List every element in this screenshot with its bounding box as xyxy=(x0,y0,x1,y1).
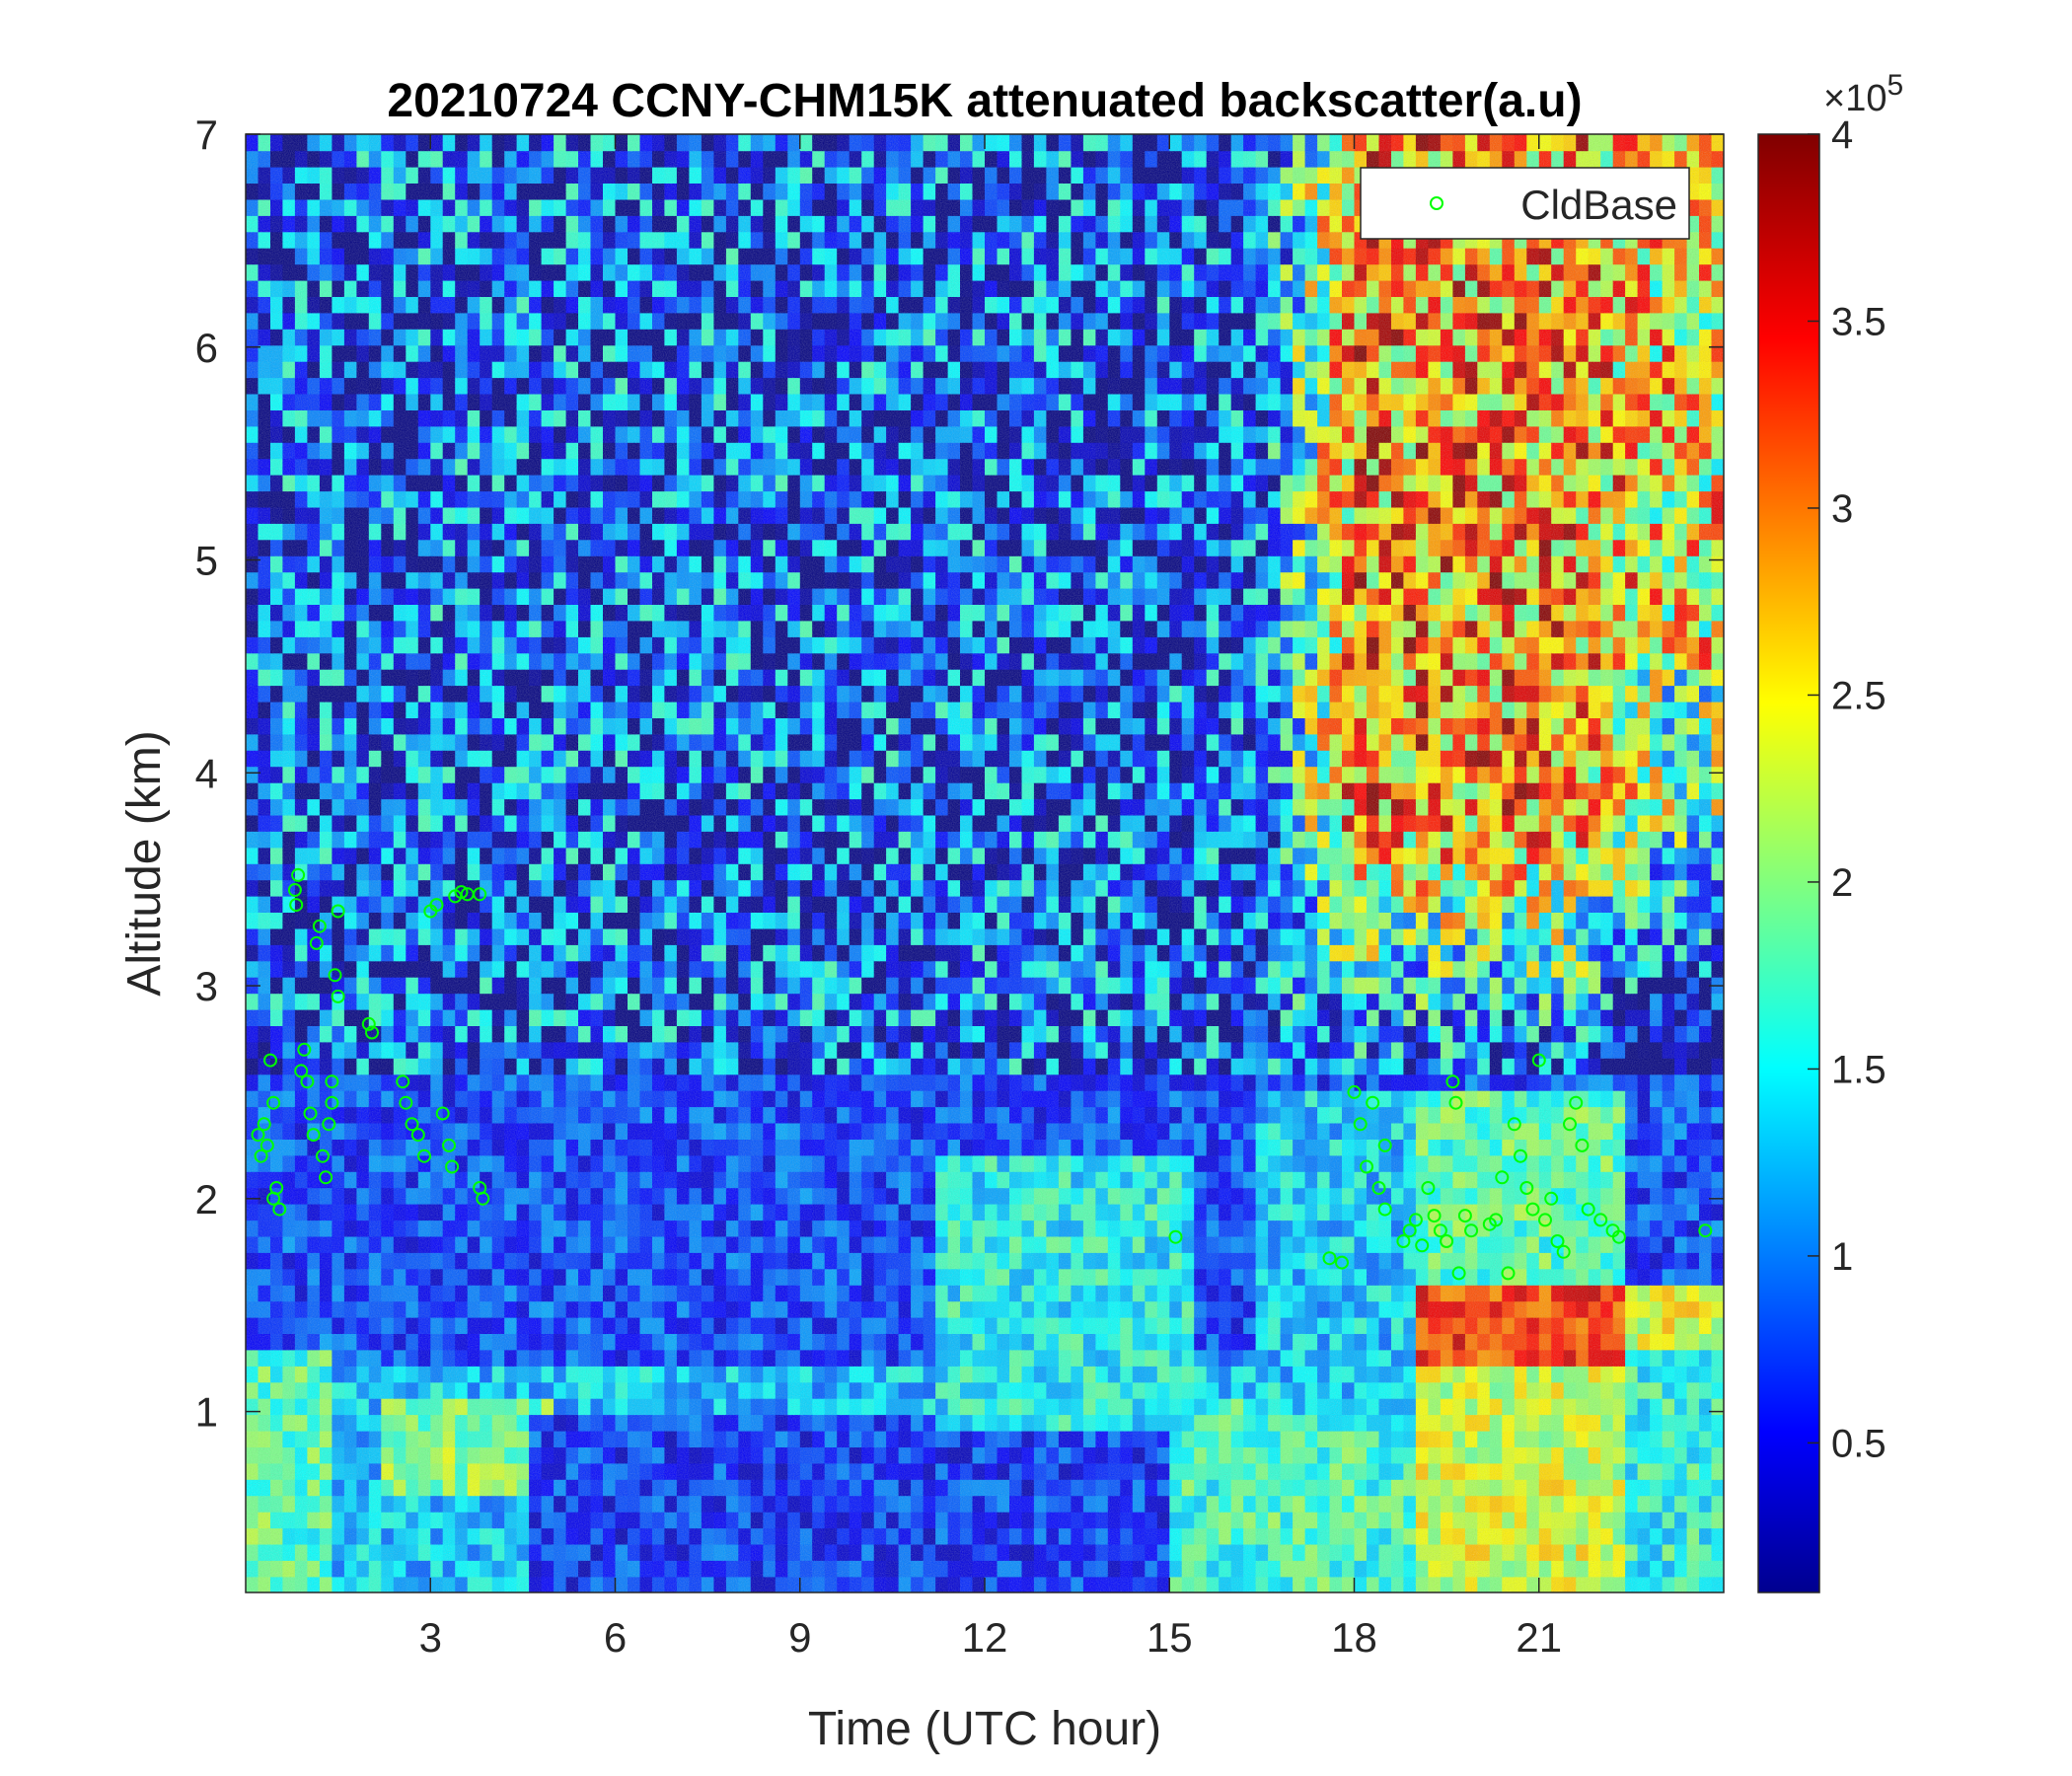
chart-title: 20210724 CCNY-CHM15K attenuated backscat… xyxy=(387,75,1582,127)
plot-area xyxy=(246,134,1724,1592)
